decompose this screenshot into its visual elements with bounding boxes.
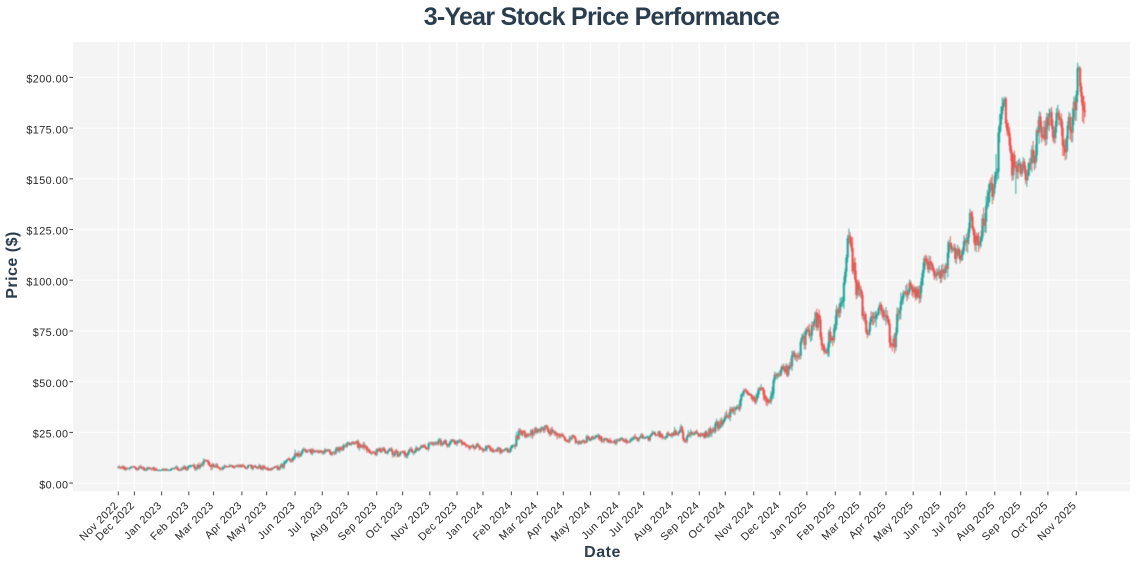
svg-text:$125.00: $125.00 <box>26 226 68 238</box>
svg-text:Price ($): Price ($) <box>4 231 21 299</box>
svg-text:3-Year Stock Price Performance: 3-Year Stock Price Performance <box>424 3 780 31</box>
svg-text:$150.00: $150.00 <box>26 175 68 187</box>
svg-text:$175.00: $175.00 <box>26 124 68 136</box>
svg-text:$200.00: $200.00 <box>26 74 68 86</box>
svg-text:$25.00: $25.00 <box>33 429 69 441</box>
svg-text:Date: Date <box>584 544 621 561</box>
svg-text:$100.00: $100.00 <box>26 276 68 288</box>
svg-text:$75.00: $75.00 <box>33 327 69 339</box>
svg-text:$0.00: $0.00 <box>39 479 68 491</box>
svg-text:$50.00: $50.00 <box>33 378 69 390</box>
